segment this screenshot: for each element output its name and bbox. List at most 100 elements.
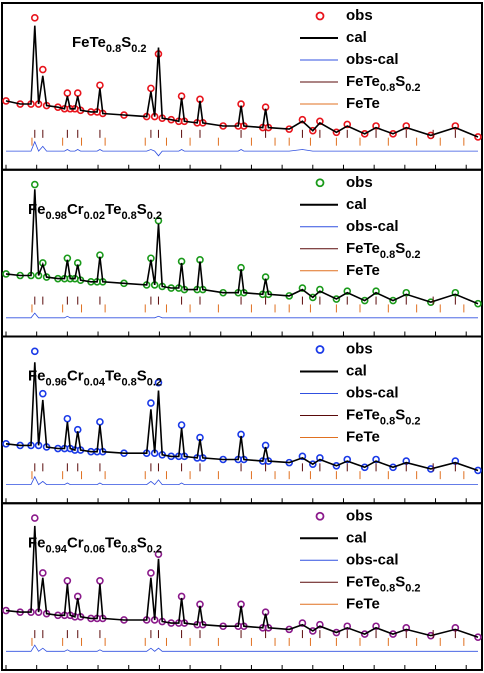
legend-label: cal bbox=[346, 529, 367, 546]
obs-point bbox=[63, 414, 72, 423]
obs-point bbox=[154, 378, 163, 387]
obs-point bbox=[316, 454, 324, 462]
legend-label: obs-cal bbox=[346, 218, 399, 235]
obs-point bbox=[73, 89, 82, 97]
obs-point bbox=[360, 130, 369, 138]
panel-title: FeTe0.8S0.2 bbox=[72, 34, 147, 55]
legend-label: obs bbox=[346, 507, 373, 524]
obs-point bbox=[389, 463, 397, 472]
obs-point bbox=[30, 514, 39, 522]
legend-label: FeTe0.8S0.2 bbox=[346, 240, 421, 261]
obs-point bbox=[39, 389, 47, 398]
obs-point bbox=[474, 299, 482, 308]
panel-frame bbox=[1, 502, 483, 671]
obs-point bbox=[402, 288, 411, 297]
obs-point bbox=[474, 633, 482, 642]
obs-point bbox=[360, 630, 369, 638]
obs-point bbox=[451, 122, 460, 130]
panel-title: Fe0.96Cr0.04Te0.8S0.2 bbox=[28, 367, 162, 388]
legend-label: FeTe bbox=[346, 262, 380, 279]
obs-point bbox=[308, 627, 317, 635]
obs-point bbox=[96, 81, 104, 90]
cal-line bbox=[5, 25, 479, 138]
diff-line bbox=[6, 312, 478, 319]
legend-label: obs bbox=[346, 174, 373, 191]
obs-point bbox=[298, 452, 307, 461]
legend-label: obs-cal bbox=[346, 551, 399, 568]
obs-point bbox=[372, 287, 380, 295]
obs-point bbox=[298, 115, 307, 124]
legend-marker bbox=[315, 345, 325, 354]
obs-point bbox=[298, 284, 307, 292]
obs-point bbox=[332, 128, 341, 137]
obs-point bbox=[96, 418, 104, 426]
legend-marker bbox=[315, 511, 325, 521]
obs-point bbox=[372, 122, 380, 130]
legend-label: FeTe0.8S0.2 bbox=[346, 573, 421, 594]
legend-label: FeTe0.8S0.2 bbox=[346, 406, 421, 427]
panel-title: Fe0.98Cr0.02Te0.8S0.2 bbox=[28, 201, 162, 222]
legend-label: FeTe0.8S0.2 bbox=[346, 73, 421, 94]
legend-label: obs bbox=[346, 340, 373, 357]
obs-point bbox=[298, 619, 307, 627]
obs-point bbox=[30, 180, 39, 189]
obs-point bbox=[177, 421, 186, 429]
obs-point bbox=[39, 65, 47, 74]
obs-point bbox=[451, 288, 460, 297]
obs-point bbox=[308, 126, 317, 135]
legend-label: obs-cal bbox=[346, 51, 399, 68]
obs-point bbox=[372, 622, 380, 631]
obs-point bbox=[402, 122, 411, 130]
obs-point bbox=[426, 131, 435, 140]
obs-point bbox=[147, 569, 155, 577]
obs-point bbox=[154, 550, 163, 558]
obs-point bbox=[360, 463, 369, 472]
cal-line bbox=[5, 525, 479, 638]
obs-point bbox=[63, 89, 72, 97]
obs-point bbox=[154, 216, 163, 225]
obs-point bbox=[30, 347, 39, 356]
obs-point bbox=[316, 285, 324, 294]
obs-point bbox=[308, 460, 317, 468]
legend-label: cal bbox=[346, 362, 367, 379]
legend-label: FeTe bbox=[346, 428, 380, 445]
obs-point bbox=[308, 293, 317, 302]
obs-point bbox=[343, 622, 352, 631]
obs-point bbox=[39, 569, 47, 577]
legend-label: obs bbox=[346, 7, 373, 24]
obs-point bbox=[343, 455, 352, 464]
obs-point bbox=[389, 630, 397, 638]
obs-point bbox=[360, 296, 369, 305]
obs-point bbox=[332, 628, 341, 637]
legend-label: obs-cal bbox=[346, 384, 399, 401]
cal-line bbox=[5, 189, 479, 305]
legend-label: cal bbox=[346, 196, 367, 213]
legend-label: cal bbox=[346, 29, 367, 46]
diff-line bbox=[6, 644, 478, 652]
panel-title: Fe0.94Cr0.06Te0.8S0.2 bbox=[28, 534, 162, 555]
obs-point bbox=[316, 117, 324, 126]
diff-line bbox=[6, 140, 478, 157]
obs-point bbox=[147, 84, 155, 93]
obs-point bbox=[474, 133, 482, 141]
obs-point bbox=[474, 466, 482, 475]
obs-point bbox=[63, 576, 72, 585]
obs-point bbox=[96, 576, 104, 585]
legend-label: FeTe bbox=[346, 595, 380, 612]
obs-point bbox=[30, 14, 39, 22]
legend-marker bbox=[315, 178, 325, 188]
diff-line bbox=[6, 475, 478, 486]
legend-marker bbox=[315, 11, 325, 21]
legend-label: FeTe bbox=[346, 95, 380, 112]
cal-line bbox=[5, 362, 479, 472]
obs-point bbox=[343, 120, 352, 129]
obs-point bbox=[332, 295, 341, 303]
obs-point bbox=[147, 399, 155, 407]
obs-point bbox=[389, 130, 397, 138]
obs-point bbox=[389, 296, 397, 305]
obs-point bbox=[343, 287, 352, 295]
obs-point bbox=[332, 461, 341, 470]
obs-point bbox=[426, 298, 435, 306]
obs-point bbox=[316, 620, 324, 629]
